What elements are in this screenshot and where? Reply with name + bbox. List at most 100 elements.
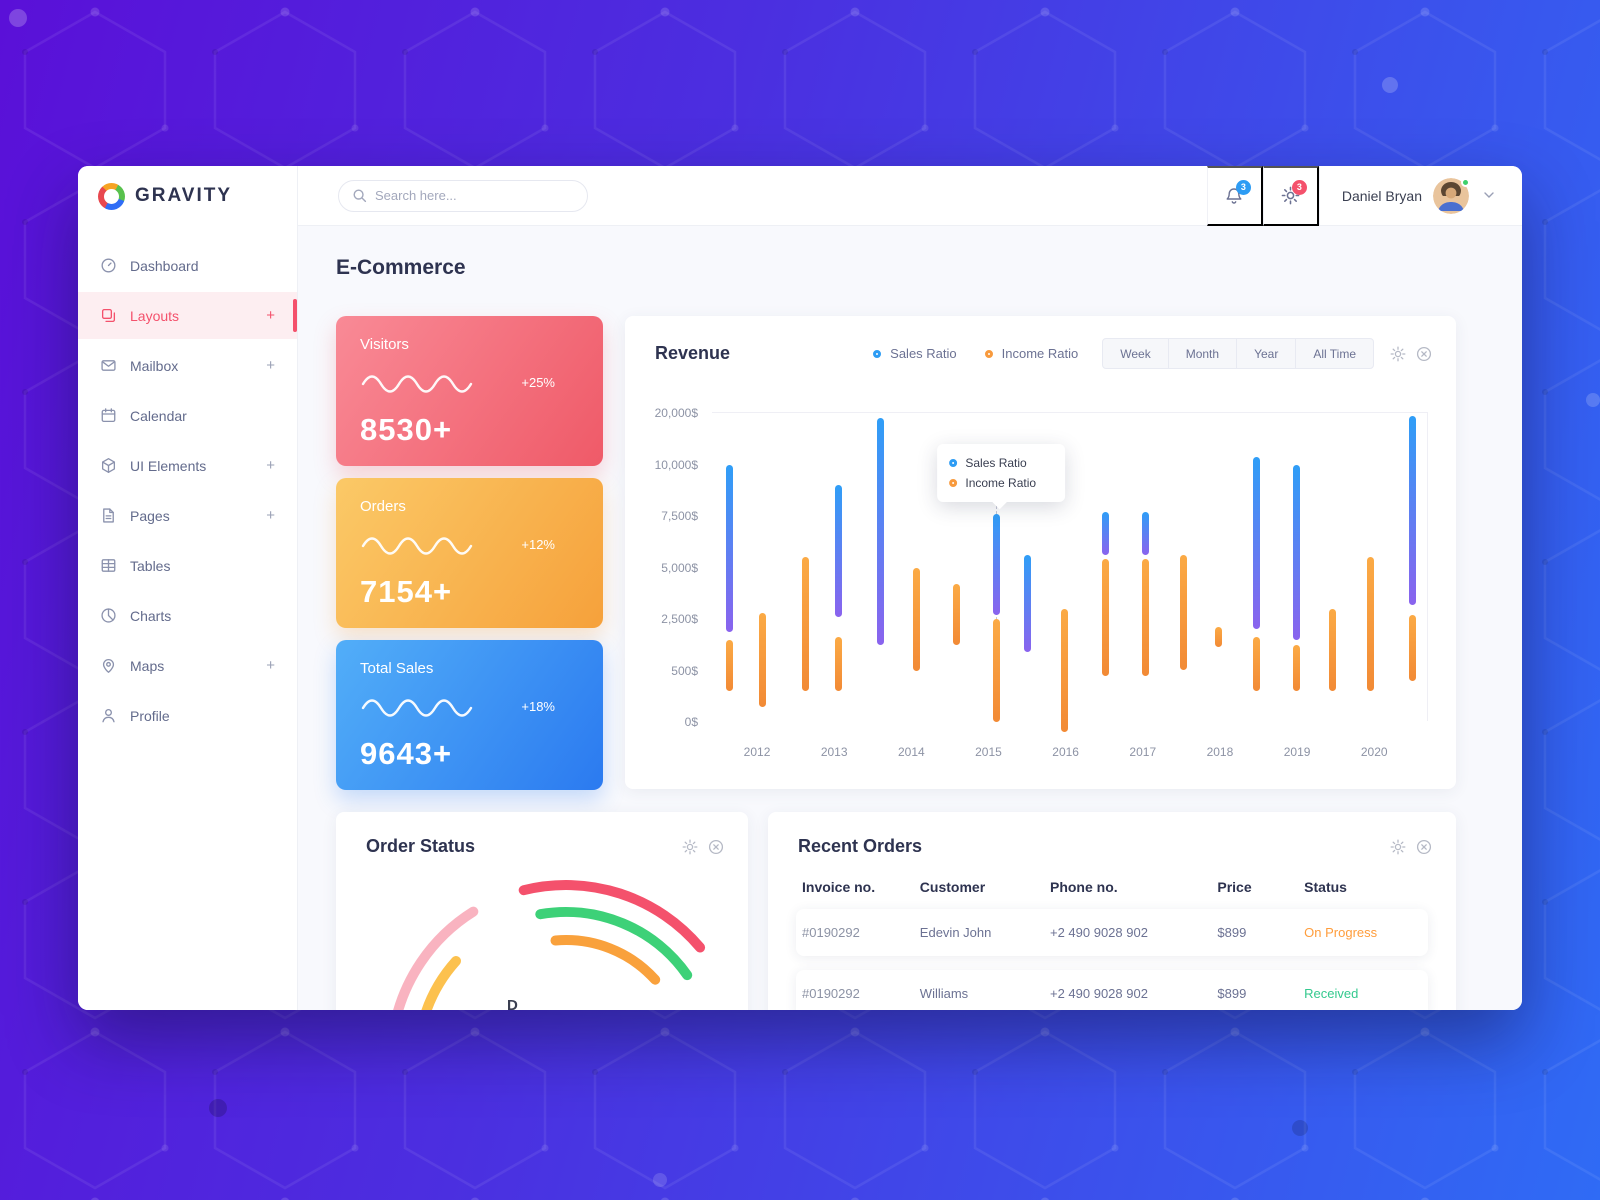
gauge-arc <box>535 907 693 981</box>
y-axis-label: 0$ <box>684 715 698 729</box>
stat-card-title: Orders <box>360 498 406 515</box>
orders-table: Invoice no. Customer Phone no. Price Status … <box>768 869 1456 1010</box>
sidebar-item-mailbox[interactable]: Mailbox + <box>78 342 297 389</box>
brand-logo[interactable]: GRAVITY <box>78 166 297 226</box>
column-header: Phone no. <box>1049 879 1118 895</box>
bar-income[interactable] <box>1367 557 1375 692</box>
plus-icon[interactable]: + <box>266 307 275 324</box>
range-month[interactable]: Month <box>1167 338 1238 369</box>
table-row[interactable]: #0190292 Edevin John +2 490 9028 902 $899 On… <box>796 909 1428 956</box>
plus-icon[interactable]: + <box>266 657 275 674</box>
bar-sales[interactable] <box>726 464 734 632</box>
bar-sales[interactable] <box>1141 511 1149 556</box>
app-window: GRAVITY Dashboard Layouts + Mailbox + Calenda… <box>78 166 1522 1010</box>
sidebar-item-dashboard[interactable]: Dashboard <box>78 242 297 289</box>
order-status-panel: Order Status D <box>336 812 748 1010</box>
brand-logo-icon <box>98 182 125 210</box>
user-name: Daniel Bryan <box>1341 187 1422 204</box>
bar-sales[interactable] <box>1023 555 1031 653</box>
plus-icon[interactable]: + <box>266 507 275 524</box>
sidebar-item-label: Pages <box>130 507 170 524</box>
sidebar-item-ui-elements[interactable]: UI Elements + <box>78 442 297 489</box>
bar-sales[interactable] <box>1101 511 1109 556</box>
income-dot-icon <box>984 349 993 358</box>
price-cell: $899 <box>1217 925 1247 940</box>
bar-sales[interactable] <box>876 418 884 645</box>
topbar-actions: 3 3 Daniel Bryan <box>1206 166 1498 226</box>
sidebar-item-maps[interactable]: Maps + <box>78 642 297 689</box>
bar-income[interactable] <box>992 619 1000 722</box>
plus-icon[interactable]: + <box>266 457 275 474</box>
bar-income[interactable] <box>953 583 961 645</box>
bar-income[interactable] <box>1328 608 1336 692</box>
column-header: Status <box>1304 879 1347 895</box>
gear-icon[interactable] <box>1390 346 1406 362</box>
price-cell: $899 <box>1217 986 1247 1001</box>
bar-income[interactable] <box>1141 559 1149 676</box>
search-box <box>338 179 588 212</box>
bar-sales[interactable] <box>992 513 1000 615</box>
range-week[interactable]: Week <box>1102 338 1169 369</box>
sidebar-item-calendar[interactable]: Calendar <box>78 392 297 439</box>
profile-icon <box>100 707 117 724</box>
y-axis-label: 10,000$ <box>654 457 698 472</box>
bar-income[interactable] <box>912 567 920 671</box>
bar-sales[interactable] <box>1293 464 1301 640</box>
bar-sales[interactable] <box>834 485 842 617</box>
bar-income[interactable] <box>1179 555 1187 671</box>
sparkline-wave <box>360 370 492 396</box>
bar-income[interactable] <box>1061 608 1069 733</box>
range-year[interactable]: Year <box>1236 338 1297 369</box>
gear-icon[interactable] <box>682 839 698 855</box>
close-icon[interactable] <box>708 839 724 855</box>
notifications-button[interactable]: 3 <box>1206 166 1263 226</box>
stat-card-delta: +12% <box>521 537 555 552</box>
income-dot-icon <box>949 479 958 487</box>
stat-card-delta: +18% <box>521 699 555 714</box>
stat-card-orders: Orders +12% 7154+ <box>336 478 603 628</box>
bar-income[interactable] <box>1293 644 1301 692</box>
sidebar-item-pages[interactable]: Pages + <box>78 492 297 539</box>
search-input[interactable] <box>375 188 574 203</box>
sidebar-item-tables[interactable]: Tables <box>78 542 297 589</box>
y-axis-label: 2,500$ <box>661 612 698 626</box>
sidebar-item-layouts[interactable]: Layouts + <box>78 292 297 339</box>
bar-income[interactable] <box>1214 626 1222 648</box>
order-status-title: Order Status <box>366 836 476 856</box>
sidebar-item-label: Tables <box>130 557 171 574</box>
order-status-label: D <box>507 997 518 1010</box>
sidebar: GRAVITY Dashboard Layouts + Mailbox + Calenda… <box>78 166 298 1010</box>
close-icon[interactable] <box>1416 346 1432 362</box>
bar-income[interactable] <box>834 637 842 692</box>
range-all-time[interactable]: All Time <box>1295 338 1374 369</box>
column-header: Price <box>1217 879 1252 895</box>
charts-icon <box>100 607 117 624</box>
sidebar-item-profile[interactable]: Profile <box>78 692 297 739</box>
dashboard-icon <box>100 257 117 274</box>
plus-icon[interactable]: + <box>266 357 275 374</box>
table-body: #0190292 Edevin John +2 490 9028 902 $899 On… <box>796 909 1428 1010</box>
bar-sales[interactable] <box>1253 456 1261 630</box>
user-menu[interactable]: Daniel Bryan <box>1318 166 1498 226</box>
settings-button[interactable]: 3 <box>1262 166 1319 226</box>
table-row[interactable]: #0190292 Williams +2 490 9028 902 $899 Recei… <box>796 970 1428 1010</box>
bar-income[interactable] <box>1253 637 1261 692</box>
sidebar-item-label: Profile <box>130 707 170 724</box>
bar-income[interactable] <box>758 612 766 707</box>
bar-income[interactable] <box>1408 614 1416 681</box>
revenue-panel: Revenue Sales Ratio Income Ratio Week Mon… <box>625 316 1456 789</box>
bar-income[interactable] <box>1101 559 1109 676</box>
revenue-header: Revenue Sales Ratio Income Ratio Week Mon… <box>625 316 1456 369</box>
close-icon[interactable] <box>1416 839 1432 855</box>
bar-income[interactable] <box>802 557 810 692</box>
invoice-cell: #0190292 <box>802 925 860 940</box>
bar-sales[interactable] <box>1408 415 1416 605</box>
gear-icon[interactable] <box>1390 839 1406 855</box>
sidebar-item-label: Layouts <box>130 307 180 324</box>
panel-actions <box>1390 346 1432 362</box>
maps-icon <box>100 657 117 674</box>
sales-dot-icon <box>949 459 958 467</box>
sidebar-item-charts[interactable]: Charts <box>78 592 297 639</box>
bar-income[interactable] <box>726 639 734 692</box>
sidebar-item-label: UI Elements <box>130 457 207 474</box>
